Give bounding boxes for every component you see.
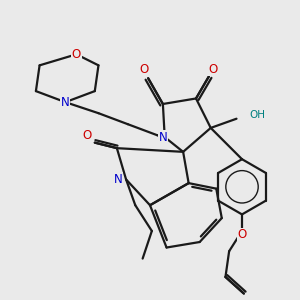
Text: N: N xyxy=(158,130,167,144)
Text: O: O xyxy=(72,48,81,61)
Text: O: O xyxy=(140,62,149,76)
Text: N: N xyxy=(61,96,70,109)
Text: OH: OH xyxy=(249,110,266,120)
Text: O: O xyxy=(237,228,247,241)
Text: O: O xyxy=(83,129,92,142)
Text: O: O xyxy=(208,62,217,76)
Text: N: N xyxy=(114,173,122,186)
